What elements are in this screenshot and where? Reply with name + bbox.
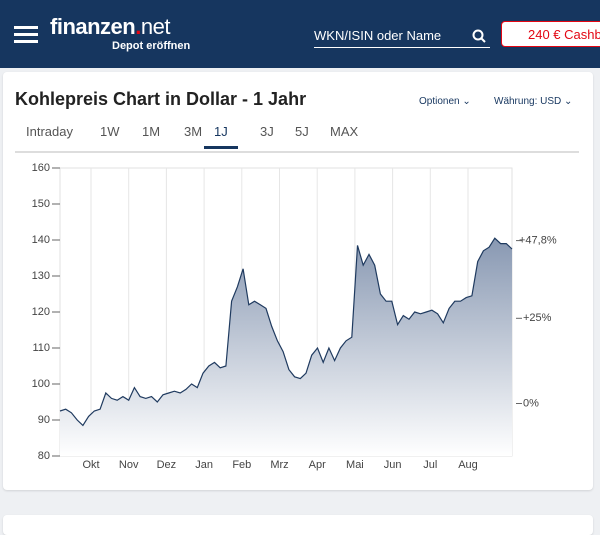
- menu-icon[interactable]: [14, 26, 44, 46]
- next-card: [3, 515, 593, 535]
- search-placeholder: WKN/ISIN oder Name: [314, 28, 442, 43]
- currency-label: Währung: USD: [494, 96, 562, 107]
- tab[interactable]: 5J: [295, 124, 309, 139]
- card-title: Kohlepreis Chart in Dollar - 1 Jahr: [15, 89, 307, 109]
- cashback-button[interactable]: 240 € Cashbac: [501, 21, 600, 47]
- currency[interactable]: Währung: USD ⌄: [494, 96, 573, 107]
- search-icon: [472, 29, 486, 43]
- tab[interactable]: 3M: [184, 124, 203, 139]
- tab-rule: [15, 151, 579, 153]
- logo[interactable]: finanzen.net: [50, 14, 171, 39]
- logo-sub[interactable]: Depot eröffnen: [112, 40, 191, 52]
- tab[interactable]: 1M: [142, 124, 161, 139]
- tab[interactable]: 1J: [204, 124, 238, 149]
- search[interactable]: WKN/ISIN oder Name: [314, 28, 490, 48]
- tab[interactable]: MAX: [330, 124, 359, 139]
- tab[interactable]: Intraday: [26, 124, 73, 139]
- header: finanzen.net Depot eröffnen WKN/ISIN ode…: [0, 0, 600, 68]
- tab[interactable]: 1W: [100, 124, 120, 139]
- options-label: Optionen: [419, 96, 460, 107]
- logo-text: finanzen: [50, 14, 136, 39]
- tab[interactable]: 3J: [260, 124, 274, 139]
- options[interactable]: Optionen ⌄: [419, 96, 471, 107]
- logo-text: net: [140, 14, 171, 39]
